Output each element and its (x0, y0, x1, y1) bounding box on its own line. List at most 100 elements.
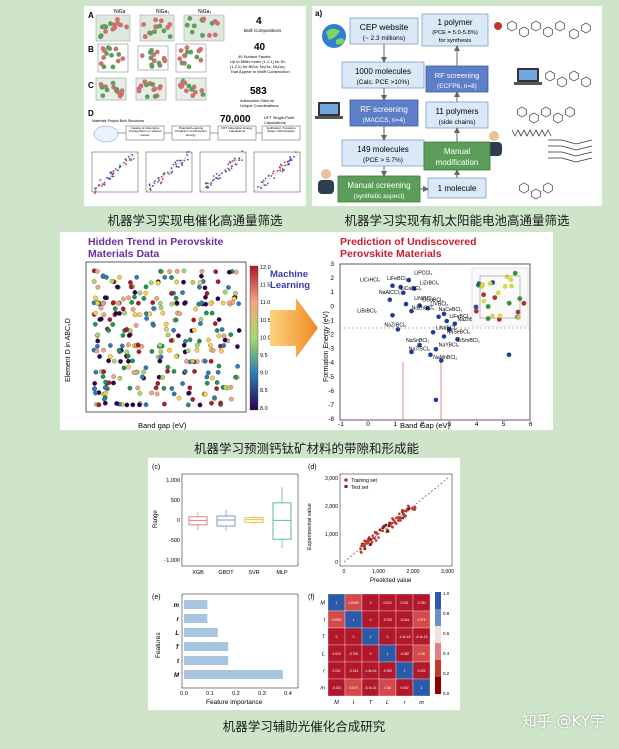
heat-value: 0 (387, 635, 389, 639)
parity-point (287, 162, 290, 165)
parity-point (265, 184, 267, 187)
parity-point (117, 169, 119, 172)
data-point (190, 359, 195, 364)
prediction-label: NaAlCCl₂ (379, 290, 401, 296)
y-tick: -3 (328, 346, 334, 353)
importance-bar (184, 600, 208, 609)
data-point (128, 284, 134, 290)
data-point (169, 275, 174, 280)
parity-point (148, 183, 151, 186)
legend-training: Training set (351, 478, 378, 484)
alkyl-chain (548, 139, 593, 145)
d-x-tick: 2,000 (407, 569, 420, 575)
box-manual-screening-line1: Manual screening (347, 181, 410, 190)
y-tick: -5 (328, 374, 334, 381)
prediction-point (409, 349, 414, 355)
prediction-point (441, 311, 447, 317)
prediction-label: LiBrBCl₂ (357, 309, 377, 315)
atom (181, 53, 187, 58)
data-point (210, 375, 215, 381)
data-point (116, 347, 122, 353)
data-point (233, 269, 239, 275)
atom (212, 32, 218, 38)
data-point (216, 333, 222, 339)
d-points (359, 504, 417, 554)
left-xlabel: Band gap (eV) (138, 421, 187, 430)
data-point (173, 295, 179, 301)
atom (115, 17, 120, 22)
colorbar-segment (435, 677, 441, 694)
parity-point (103, 183, 106, 186)
training-point (411, 507, 414, 511)
person-icon (318, 169, 334, 194)
data-point (154, 391, 160, 397)
box-1000-line2: (Calc. PCE >10%) (357, 79, 410, 86)
data-point (130, 402, 136, 408)
box-1-molecule: 1 molecule (427, 177, 487, 199)
training-point (403, 509, 407, 513)
parity-point (280, 164, 283, 167)
e-x-tick: 0.0 (180, 691, 188, 697)
heat-value: -6.1e-16 (365, 686, 377, 690)
data-point (220, 300, 226, 306)
ring (531, 188, 541, 200)
prediction-label: NaZnBCl₂ (412, 306, 435, 312)
box-rf1-line2: (MACCS, n=4) (363, 117, 405, 124)
data-point (149, 390, 154, 396)
y-tick: -4 (328, 360, 334, 367)
row-label-d: D (88, 109, 94, 118)
parity-point (177, 166, 180, 168)
data-point (174, 300, 180, 306)
heat-value: 1 (353, 618, 355, 622)
data-point (222, 289, 228, 295)
data-point (212, 321, 218, 326)
atom (148, 30, 153, 36)
data-point (184, 358, 189, 364)
box-rf2-line2: (ECFP6, n=8) (437, 83, 477, 90)
d-ticks: 00 1,000 1,000 2,000 2,000 3,000 3,000 (325, 476, 454, 575)
data-point (114, 284, 120, 290)
parity-point (186, 151, 188, 154)
atom (101, 64, 107, 70)
atom (207, 32, 212, 38)
flow-start: Materials Project Bulk Structures (92, 119, 144, 123)
parity-point (228, 160, 231, 163)
data-point (106, 328, 111, 333)
ring (555, 20, 565, 32)
parity-point (172, 163, 175, 166)
adsorption-row-c (95, 77, 207, 101)
heat-value: 0.023 (384, 601, 392, 605)
test-point (369, 542, 373, 546)
box-manual-modification-line2: modification (436, 158, 479, 167)
colorbar-tick: 12.0 (260, 265, 271, 271)
parity-point (94, 190, 97, 192)
atom (103, 29, 108, 34)
prediction-point (444, 318, 450, 324)
test-point (382, 525, 386, 528)
heat-value: -0.031 (332, 686, 341, 690)
heat-value: 0.079 (418, 618, 426, 622)
data-point (165, 368, 170, 374)
count-facets-label-3: (1,2,2) for NiGa, Ni₃Ga, Ni₅Ga₃, (230, 64, 286, 69)
e-bars: m r L Tt M (174, 600, 283, 679)
atom (108, 21, 113, 27)
parity-point (238, 157, 241, 160)
box-rf2-line1: RF screening (435, 71, 480, 80)
heat-value: -1.3e-16 (399, 635, 411, 639)
data-point (126, 333, 132, 338)
ring (565, 106, 575, 118)
box-polymer1: 1 polymer (PCE = 5.0-5.8%) for synthesis (421, 13, 489, 47)
training-point (395, 516, 398, 520)
laptop-icon-right (514, 68, 542, 85)
parity-point (261, 181, 264, 184)
data-point (235, 363, 240, 369)
atom (139, 53, 145, 59)
atom (144, 94, 150, 100)
heat-row-label: M (320, 601, 325, 607)
colorbar-tick: 0.2 (443, 671, 450, 676)
colorbar-tick: 8.0 (260, 406, 268, 412)
data-point (160, 310, 166, 316)
count-dft-label-2: Calculations (264, 120, 286, 125)
crystal-atom (512, 270, 518, 276)
atom (98, 61, 104, 67)
